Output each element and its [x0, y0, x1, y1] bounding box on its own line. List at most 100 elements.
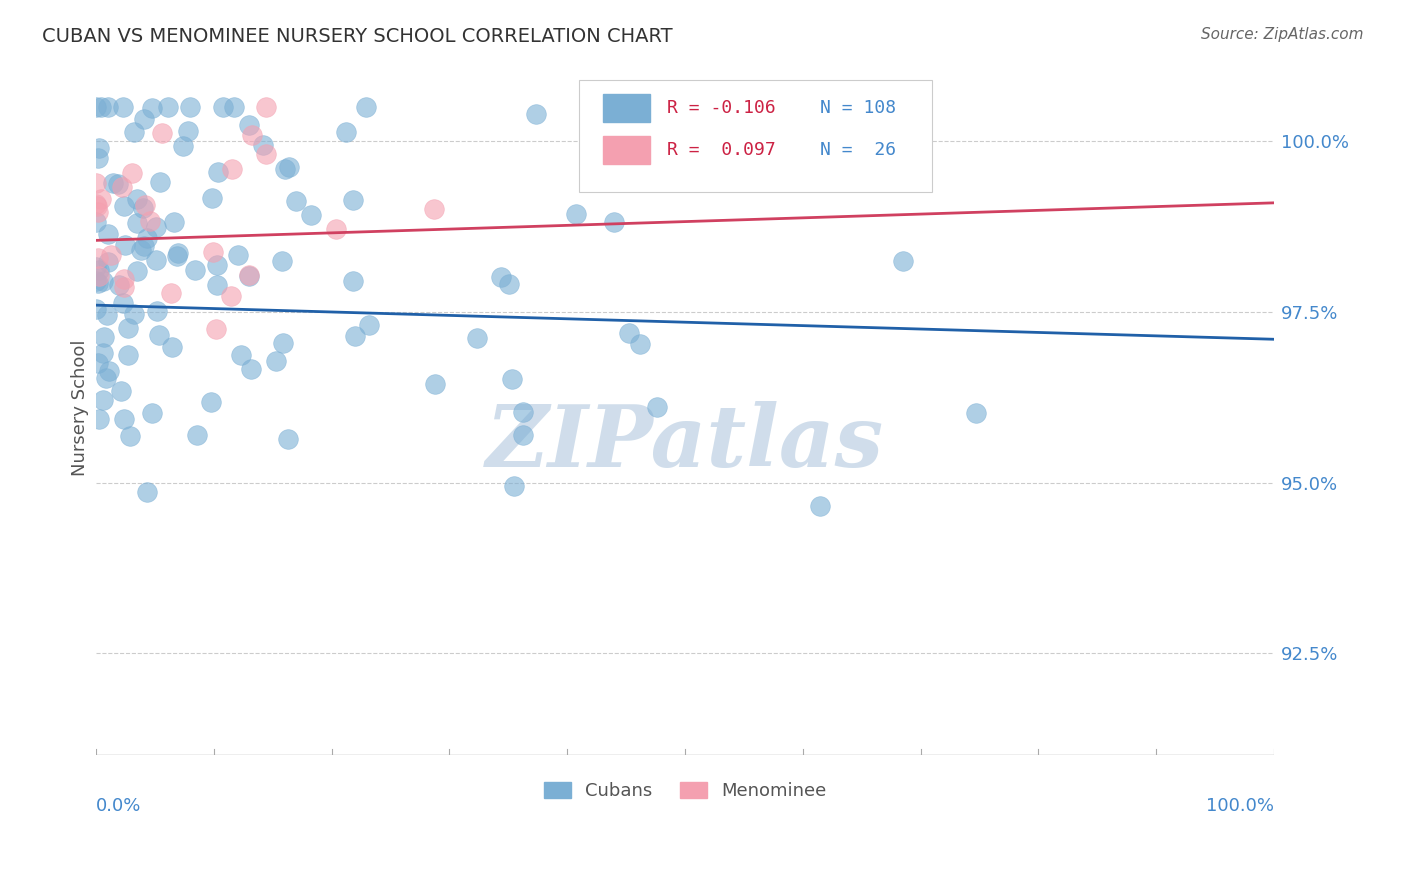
- Point: [422, 202, 444, 216]
- Point: [299, 208, 322, 222]
- Point: [97, 363, 120, 377]
- Point: [139, 214, 162, 228]
- Point: [91, 346, 114, 360]
- Point: [132, 201, 155, 215]
- Point: [238, 268, 260, 283]
- Point: [86, 196, 108, 211]
- Text: 100.0%: 100.0%: [1206, 797, 1274, 815]
- FancyBboxPatch shape: [579, 80, 932, 192]
- Point: [512, 428, 534, 442]
- Text: R = -0.106: R = -0.106: [668, 99, 776, 118]
- Point: [205, 259, 228, 273]
- Point: [89, 263, 111, 277]
- Point: [274, 162, 297, 177]
- Point: [111, 180, 134, 194]
- Point: [146, 304, 169, 318]
- Legend: Cubans, Menominee: Cubans, Menominee: [534, 772, 835, 809]
- Point: [645, 400, 668, 414]
- Point: [91, 274, 114, 288]
- Point: [96, 308, 118, 322]
- Point: [186, 428, 208, 442]
- Point: [112, 272, 135, 286]
- Point: [86, 176, 108, 190]
- Point: [86, 302, 108, 317]
- Point: [112, 412, 135, 426]
- Point: [107, 178, 129, 192]
- Point: [603, 215, 626, 229]
- Point: [160, 285, 183, 300]
- Point: [89, 269, 111, 284]
- Point: [117, 348, 139, 362]
- Point: [226, 248, 249, 262]
- Point: [162, 340, 184, 354]
- Point: [156, 100, 179, 114]
- FancyBboxPatch shape: [603, 95, 650, 122]
- Point: [617, 326, 640, 340]
- Point: [127, 264, 149, 278]
- Point: [256, 146, 278, 161]
- Point: [87, 204, 110, 219]
- Point: [219, 288, 242, 302]
- Point: [111, 100, 134, 114]
- Text: N =  26: N = 26: [821, 141, 897, 159]
- Point: [179, 100, 201, 114]
- Point: [134, 112, 156, 126]
- Point: [238, 118, 260, 132]
- Point: [97, 100, 120, 114]
- Point: [221, 161, 243, 176]
- Point: [965, 406, 987, 420]
- Point: [335, 125, 357, 139]
- Point: [127, 192, 149, 206]
- Point: [271, 335, 294, 350]
- Point: [202, 244, 225, 259]
- Point: [344, 328, 367, 343]
- Point: [111, 295, 134, 310]
- Point: [229, 348, 252, 362]
- Text: CUBAN VS MENOMINEE NURSERY SCHOOL CORRELATION CHART: CUBAN VS MENOMINEE NURSERY SCHOOL CORREL…: [42, 27, 673, 45]
- Point: [342, 193, 364, 207]
- Point: [84, 100, 107, 114]
- Point: [90, 193, 112, 207]
- Point: [97, 227, 120, 242]
- Point: [207, 165, 229, 179]
- FancyBboxPatch shape: [603, 136, 650, 164]
- Point: [240, 128, 263, 143]
- Point: [205, 322, 228, 336]
- Point: [87, 251, 110, 265]
- Point: [110, 384, 132, 398]
- Point: [114, 199, 136, 213]
- Point: [107, 277, 129, 292]
- Point: [184, 263, 207, 277]
- Point: [87, 356, 110, 370]
- Point: [145, 220, 167, 235]
- Point: [121, 166, 143, 180]
- Point: [512, 405, 534, 419]
- Point: [357, 318, 380, 332]
- Point: [145, 252, 167, 267]
- Point: [808, 499, 831, 513]
- Point: [277, 161, 299, 175]
- Text: R =  0.097: R = 0.097: [668, 141, 776, 159]
- Point: [524, 107, 547, 121]
- Point: [502, 479, 524, 493]
- Point: [94, 371, 117, 385]
- Point: [134, 198, 156, 212]
- Y-axis label: Nursery School: Nursery School: [72, 339, 89, 475]
- Point: [93, 329, 115, 343]
- Point: [501, 372, 523, 386]
- Point: [207, 277, 229, 292]
- Point: [254, 100, 277, 114]
- Point: [112, 280, 135, 294]
- Point: [325, 221, 347, 235]
- Text: ZIPatlas: ZIPatlas: [486, 401, 884, 484]
- Point: [84, 214, 107, 228]
- Point: [87, 152, 110, 166]
- Text: 0.0%: 0.0%: [96, 797, 142, 815]
- Text: N = 108: N = 108: [821, 99, 897, 118]
- Point: [172, 139, 194, 153]
- Text: Source: ZipAtlas.com: Source: ZipAtlas.com: [1201, 27, 1364, 42]
- Point: [135, 230, 157, 244]
- Point: [86, 199, 108, 213]
- Point: [141, 101, 163, 115]
- Point: [354, 100, 377, 114]
